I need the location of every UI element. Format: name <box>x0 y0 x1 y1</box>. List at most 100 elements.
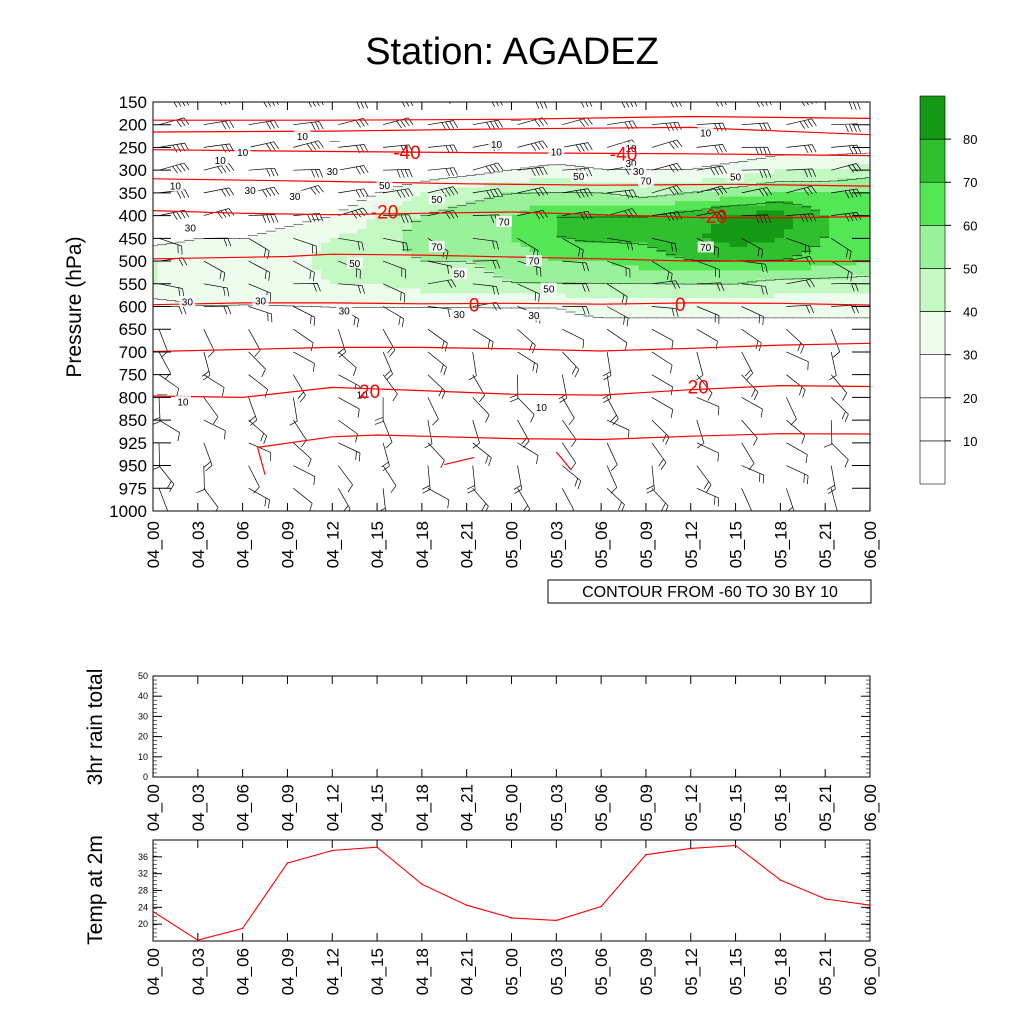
rh-shade-cell <box>284 293 295 299</box>
rh-shade-cell <box>520 293 531 299</box>
rh-shade-cell <box>765 159 776 165</box>
rh-shade-cell <box>556 191 567 198</box>
rh-shade-cell <box>466 256 476 262</box>
wind-barb <box>651 280 681 289</box>
rh-shade-cell <box>747 191 758 198</box>
rh-shade-cell <box>153 270 159 276</box>
rh-shade-cell <box>720 256 730 262</box>
rh-shade-cell <box>438 233 449 239</box>
rh-shade-cell <box>511 187 522 193</box>
colorbar-box <box>919 354 946 399</box>
rh-shade-cell <box>865 307 870 313</box>
rh-shade-cell <box>638 302 649 308</box>
rh-shade-cell <box>484 242 494 248</box>
rh-shade-cell <box>166 265 177 271</box>
rh-shade-cell <box>438 256 449 262</box>
rh-shade-cell <box>756 238 767 244</box>
rh-shade-cell <box>375 224 386 230</box>
rh-shade-cell <box>520 187 531 193</box>
rh-shade-cell <box>166 242 177 248</box>
data-point <box>869 904 871 906</box>
rh-shade-cell <box>820 247 830 253</box>
rh-shade-cell <box>765 233 776 239</box>
rh-shade-cell <box>756 224 767 230</box>
rh-shade-cell <box>193 251 204 257</box>
rh-contour-label: 70 <box>528 257 540 268</box>
rh-shade-cell <box>320 256 331 262</box>
data-point <box>824 898 826 900</box>
rh-shade-cell <box>847 191 857 198</box>
rh-shade-cell <box>747 159 758 165</box>
rh-shade-cell <box>638 219 649 225</box>
x-tick-label: 04_15 <box>368 948 387 995</box>
temp-contour-label: 20 <box>688 377 709 398</box>
rh-shade-cell <box>865 288 870 294</box>
rh-shade-cell <box>629 233 640 239</box>
rh-shade-cell <box>511 261 522 267</box>
wind-barb <box>293 488 313 511</box>
rh-shade-cell <box>193 256 204 262</box>
rh-shade-cell <box>811 168 821 174</box>
rh-shade-cell <box>838 265 848 271</box>
rh-shade-cell <box>202 238 213 244</box>
rh-shade-cell <box>656 228 667 234</box>
x-tick-label: 06_00 <box>861 784 880 831</box>
wind-barb <box>158 351 171 380</box>
wind-barb <box>876 420 896 441</box>
rh-shade-cell <box>656 274 667 281</box>
rh-shade-cell <box>720 302 730 308</box>
rh-shade-cell <box>801 210 812 216</box>
rh-shade-cell <box>829 274 839 281</box>
rh-shade-cell <box>466 173 476 179</box>
rh-shade-cell <box>402 196 413 202</box>
rh-shade-cell <box>783 242 794 248</box>
rh-shade-cell <box>538 247 549 253</box>
x-tick-label: 04_18 <box>413 521 432 568</box>
rh-shade-cell <box>575 256 585 262</box>
rh-shade-cell <box>756 242 767 248</box>
rh-shade-cell <box>738 210 749 216</box>
rh-shade-cell <box>683 261 694 267</box>
rh-shade-cell <box>693 168 703 174</box>
rh-shade-cell <box>747 274 758 281</box>
rh-shade-cell <box>647 233 658 239</box>
rh-shade-cell <box>811 265 821 271</box>
rh-label-bg <box>376 179 393 191</box>
rh-shade-cell <box>765 251 776 257</box>
rh-shade-cell <box>729 242 739 248</box>
rh-shade-cell <box>184 256 195 262</box>
rh-shade-cell <box>665 288 676 294</box>
rh-shade-cell <box>484 205 494 211</box>
wind-barb <box>831 123 861 133</box>
rh-shade-cell <box>484 224 494 230</box>
rh-shade-cell <box>602 219 612 225</box>
rh-shade-cell <box>566 270 576 276</box>
rh-shade-cell <box>738 191 749 198</box>
rh-shade-cell <box>266 242 277 248</box>
rh-shade-cell <box>457 288 467 294</box>
rh-shade-cell <box>629 274 640 281</box>
rh-shade-cell <box>566 251 576 257</box>
rh-shade-cell <box>738 187 749 193</box>
rh-shade-cell <box>184 274 195 281</box>
rh-shade-cell <box>556 242 567 248</box>
wind-barb <box>876 97 906 107</box>
wind-barb <box>823 420 833 448</box>
rh-shade-cell <box>202 284 213 290</box>
rh-label-bg <box>242 184 259 196</box>
rh-shade-cell <box>847 155 857 161</box>
rh-shade-cell <box>865 311 870 317</box>
rh-shade-cell <box>838 187 848 193</box>
rh-contour-label: 70 <box>431 242 443 253</box>
rh-shade-cell <box>683 288 694 294</box>
rh-shade-cell <box>820 238 830 244</box>
wind-barb <box>248 419 268 445</box>
rh-shade-cell <box>820 164 830 170</box>
wind-barb <box>517 442 539 464</box>
rh-shade-cell <box>774 288 785 294</box>
rh-shade-cell <box>602 196 612 202</box>
rh-shade-cell <box>212 247 222 253</box>
rh-shade-cell <box>484 261 494 267</box>
rh-shade-cell <box>811 205 821 211</box>
